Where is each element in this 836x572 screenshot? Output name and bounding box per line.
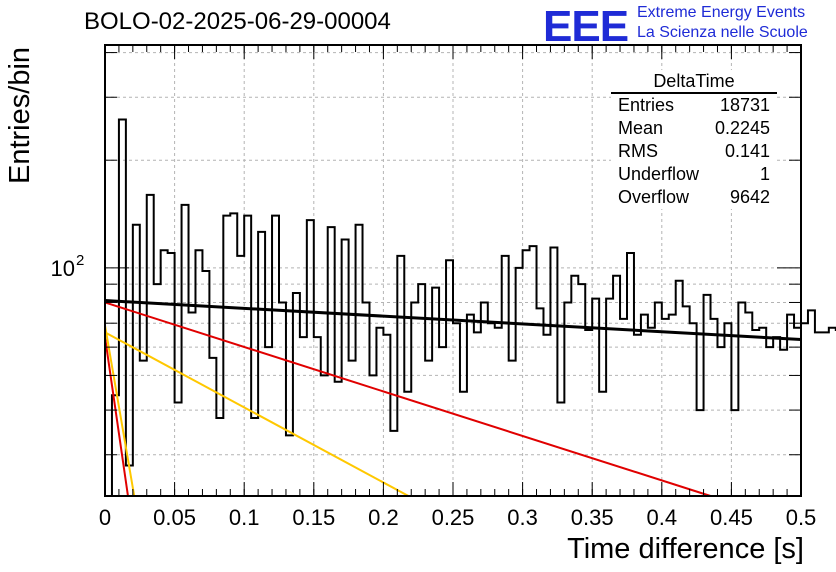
plot-title: BOLO-02-2025-06-29-00004: [84, 8, 391, 35]
stats-value: 18731: [719, 95, 770, 115]
x-tick-label: 0.05: [153, 505, 196, 530]
fit-line-component-1: [104, 301, 711, 497]
stats-value: 9642: [729, 187, 770, 207]
stats-row-mean: Mean 0.2245: [611, 117, 777, 140]
stats-value: 0.141: [724, 141, 770, 161]
x-tick-label: 0.3: [507, 505, 538, 530]
stats-label: Entries: [618, 95, 675, 115]
logo-line-1: Extreme Energy Events: [637, 4, 806, 21]
fit-line-component-4: [104, 325, 136, 497]
axis-ticks: [104, 45, 802, 496]
x-tick-label: 0.4: [647, 505, 678, 530]
y-tick-label-base: 10: [51, 256, 75, 281]
eee-logo: EEE: [543, 2, 629, 51]
stats-row-overflow: Overflow 9642: [611, 186, 777, 209]
x-tick-label: 0.2: [368, 505, 399, 530]
x-tick-label: 0.1: [229, 505, 260, 530]
stats-title: DeltaTime: [611, 70, 777, 94]
fit-line-component-2: [104, 331, 409, 497]
logo-line-2: La Scienza nelle Scuole: [637, 24, 808, 41]
stats-row-entries: Entries 18731: [611, 94, 777, 117]
y-tick-label-exponent: 2: [76, 252, 84, 269]
histogram-step: [105, 118, 836, 497]
stats-label: Mean: [618, 118, 664, 138]
x-axis-label: Time difference [s]: [567, 533, 804, 565]
stats-row-rms: RMS 0.141: [611, 140, 777, 163]
x-tick-label: 0.5: [786, 505, 817, 530]
stats-value: 0.2245: [714, 118, 770, 138]
x-tick-label: 0.35: [571, 505, 614, 530]
axis-tick-labels: 0 0.05 0.1 0.15 0.2 0.25 0.3 0.35 0.4 0.45 0.5 10 2: [51, 252, 817, 530]
stats-label: Overflow: [618, 187, 690, 207]
x-tick-label: 0.25: [432, 505, 475, 530]
y-axis-label: Entries/bin: [4, 46, 36, 184]
x-tick-label: 0: [99, 505, 111, 530]
stats-value: 1: [759, 164, 770, 184]
stats-label: RMS: [618, 141, 658, 161]
stats-box: DeltaTime Entries 18731 Mean 0.2245 RMS …: [611, 70, 777, 209]
stats-label: Underflow: [618, 164, 700, 184]
x-tick-label: 0.45: [710, 505, 753, 530]
fit-line-component-3: [104, 336, 129, 497]
stats-row-underflow: Underflow 1: [611, 163, 777, 186]
fit-line-total: [104, 299, 802, 342]
histogram-bars: [105, 118, 836, 497]
fit-curves: [104, 299, 802, 497]
x-tick-label: 0.15: [292, 505, 335, 530]
